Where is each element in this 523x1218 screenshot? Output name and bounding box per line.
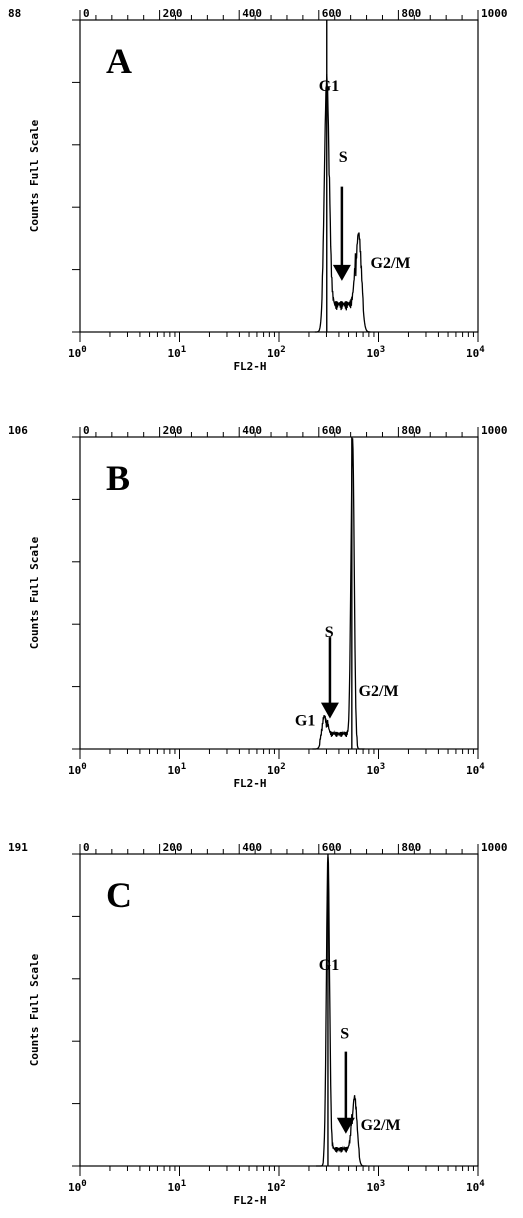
arrow-head	[320, 702, 339, 719]
x-axis-label: FL2-H	[233, 1194, 266, 1207]
bottom-tick-label: 102	[267, 1179, 286, 1194]
panel-a: 0 200 400 600 800 1000 88 100 101 102 103 104 FL2-H C…	[8, 7, 508, 373]
panel-c: 0 200 400 600 800 1000 191 100 101 102 103 104 FL2-H…	[8, 841, 508, 1207]
top-tick-label: 400	[242, 841, 262, 854]
annotation-g1: G1	[319, 78, 339, 95]
top-tick-label: 800	[401, 841, 421, 854]
arrow-head	[336, 1117, 355, 1134]
top-tick-label: 600	[322, 424, 342, 437]
panel-label: A	[106, 41, 132, 81]
bottom-tick-label: 103	[367, 762, 386, 777]
top-tick-label: 0	[83, 841, 90, 854]
annotation-s: S	[340, 1026, 349, 1043]
top-tick-label: 800	[401, 7, 421, 20]
histogram-trace	[314, 74, 371, 333]
top-tick-label: 0	[83, 7, 90, 20]
bottom-tick-label: 102	[267, 762, 286, 777]
annotation-g2m: G2/M	[361, 1117, 401, 1134]
bottom-tick-label: 103	[367, 345, 386, 360]
x-axis-label: FL2-H	[233, 360, 266, 373]
bottom-tick-label: 101	[168, 1179, 187, 1194]
x-axis-label: FL2-H	[233, 777, 266, 790]
annotation-g1: G1	[319, 957, 339, 974]
histogram-trace	[316, 856, 367, 1167]
y-axis-label: Counts Full Scale	[28, 536, 41, 649]
arrow-head	[332, 264, 351, 281]
bottom-tick-label: 104	[466, 762, 485, 777]
bottom-tick-label: 101	[168, 345, 187, 360]
top-tick-label: 400	[242, 7, 262, 20]
top-tick-label: 1000	[481, 841, 508, 854]
plot-frame	[79, 19, 479, 333]
annotation-s: S	[339, 149, 348, 166]
top-tick-label: 1000	[481, 424, 508, 437]
bottom-tick-label: 100	[68, 345, 87, 360]
annotation-g2m: G2/M	[371, 255, 411, 272]
top-tick-label: 0	[83, 424, 90, 437]
top-tick-label: 1000	[481, 7, 508, 20]
annotation-s: S	[325, 624, 334, 641]
bottom-tick-label: 104	[466, 1179, 485, 1194]
y-axis-label: Counts Full Scale	[28, 119, 41, 232]
bottom-tick-label: 103	[367, 1179, 386, 1194]
panel-b: 0 200 400 600 800 1000 106 100 101 102 103 104 FL2-H…	[8, 424, 508, 790]
y-max-label: 88	[8, 7, 21, 20]
bottom-tick-label: 100	[68, 1179, 87, 1194]
bottom-tick-label: 101	[168, 762, 187, 777]
top-tick-label: 600	[322, 841, 342, 854]
bottom-tick-label: 100	[68, 762, 87, 777]
histogram-trace	[312, 438, 365, 750]
bottom-tick-label: 104	[466, 345, 485, 360]
plot-frame	[79, 436, 479, 750]
y-axis-label: Counts Full Scale	[28, 953, 41, 1066]
top-tick-label: 200	[163, 424, 183, 437]
annotation-g2m: G2/M	[359, 683, 399, 700]
top-tick-label: 600	[322, 7, 342, 20]
y-max-label: 191	[8, 841, 28, 854]
panel-label: C	[106, 875, 132, 915]
y-max-label: 106	[8, 424, 28, 437]
annotation-g1: G1	[295, 712, 315, 729]
top-tick-label: 800	[401, 424, 421, 437]
panel-label: B	[106, 458, 130, 498]
top-tick-label: 400	[242, 424, 262, 437]
bottom-tick-label: 102	[267, 345, 286, 360]
top-tick-label: 200	[163, 7, 183, 20]
top-tick-label: 200	[163, 841, 183, 854]
plot-frame	[79, 853, 479, 1167]
